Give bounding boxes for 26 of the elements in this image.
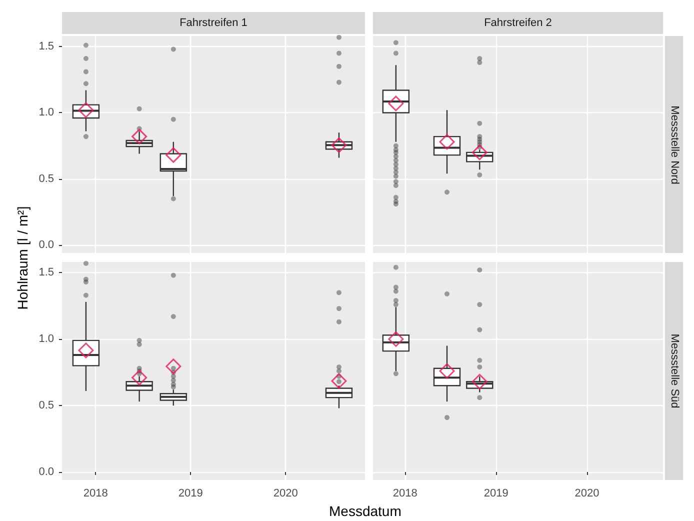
x-tick-label: 2018 xyxy=(392,488,418,500)
x-axis-title: Messdatum xyxy=(329,503,402,519)
y-tick-label: 0.0 xyxy=(38,466,54,478)
y-tick-label: 1.0 xyxy=(38,106,54,119)
y-tick-label: 1.5 xyxy=(38,40,54,53)
y-tick-label: 0.5 xyxy=(38,400,54,412)
x-tick-label: 2020 xyxy=(273,488,298,500)
x-tick-label: 2020 xyxy=(574,488,600,500)
y-tick-label: 0.5 xyxy=(38,172,54,185)
chart-title: Fahrstreifen 1 xyxy=(62,12,365,34)
x-tick-label: 2018 xyxy=(83,488,108,500)
point xyxy=(166,358,182,374)
text: Messstelle Süd xyxy=(668,334,680,408)
y-tick-label: 1.5 xyxy=(38,266,54,279)
y-tick-label: 1.0 xyxy=(38,333,54,346)
point xyxy=(78,102,94,118)
x-tick-label: 2019 xyxy=(178,488,203,500)
point xyxy=(132,370,148,386)
text: Messstelle Nord xyxy=(668,105,680,184)
y-axis-title: Hohlraum [l / m²] xyxy=(14,206,30,310)
point xyxy=(331,373,347,389)
chart-title: Fahrstreifen 2 xyxy=(373,12,663,34)
x-tick-label: 2019 xyxy=(484,488,508,500)
y-tick-label: 0.0 xyxy=(38,239,54,252)
point xyxy=(132,128,148,144)
point xyxy=(331,137,347,153)
